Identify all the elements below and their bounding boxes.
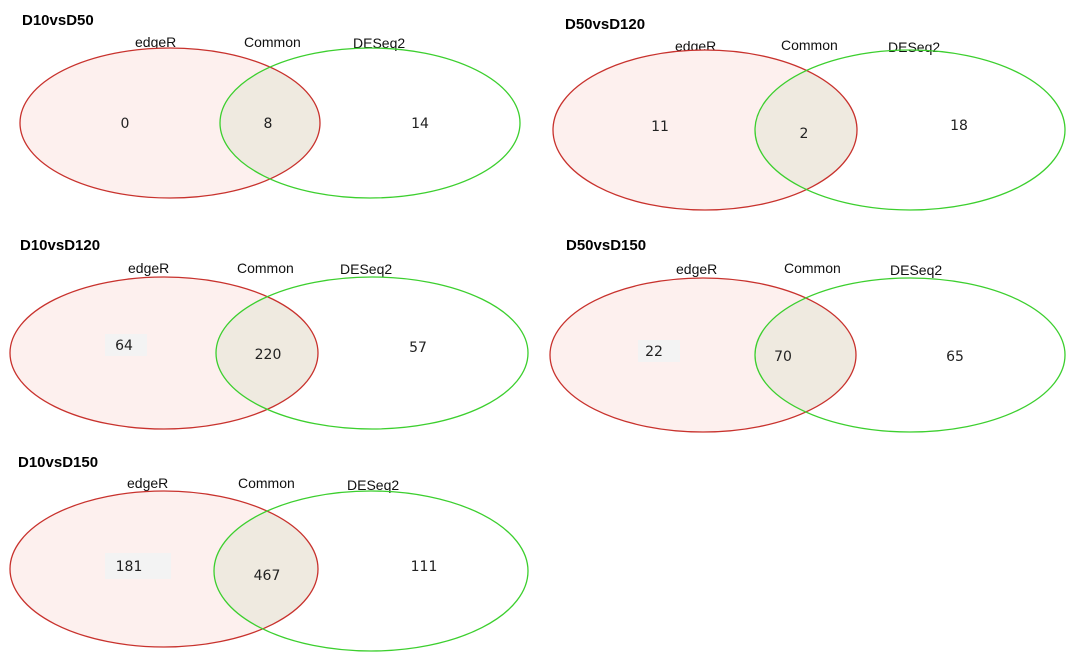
- edger-only-count: 11: [651, 119, 669, 135]
- edger-only-count: 0: [121, 116, 130, 132]
- common-count: 70: [774, 349, 792, 365]
- common-label: Common: [238, 475, 295, 491]
- panel-title: D10vsD120: [20, 237, 101, 254]
- panel-title: D50vsD120: [565, 16, 646, 33]
- venn-d50-d120: D50vsD120 edgeR Common DESeq2 11 2 18: [540, 0, 1067, 211]
- common-label: Common: [244, 34, 301, 50]
- edger-only-count: 22: [645, 344, 663, 360]
- venn-d10-d150: D10vsD150 edgeR Common DESeq2 181 467 11…: [0, 450, 530, 660]
- venn-diagram: 11 2 18: [552, 49, 1066, 211]
- deseq2-only-count: 111: [411, 559, 438, 575]
- edger-label: edgeR: [127, 475, 169, 491]
- edger-label: edgeR: [128, 260, 170, 276]
- deseq2-ellipse: [219, 47, 521, 199]
- deseq2-only-count: 14: [411, 116, 429, 132]
- deseq2-only-count: 18: [950, 118, 968, 134]
- common-label: Common: [237, 260, 294, 276]
- common-count: 8: [264, 116, 273, 132]
- common-count: 220: [255, 347, 282, 363]
- venn-d50-d150: D50vsD150 edgeR Common DESeq2 22 70 65: [540, 222, 1067, 433]
- panel-title: D50vsD150: [566, 237, 647, 254]
- common-label: Common: [781, 37, 838, 53]
- common-count: 2: [800, 126, 809, 142]
- panel-title: D10vsD50: [22, 12, 94, 29]
- venn-diagram: 0 8 14: [19, 47, 521, 199]
- panel-title: D10vsD150: [18, 454, 99, 471]
- deseq2-ellipse: [215, 276, 529, 430]
- overlap-region: [220, 48, 320, 198]
- edger-only-count: 181: [116, 559, 143, 575]
- deseq2-only-count: 57: [409, 340, 427, 356]
- deseq2-label: DESeq2: [890, 262, 943, 278]
- deseq2-ellipse: [754, 277, 1066, 433]
- edger-label: edgeR: [135, 34, 177, 50]
- overlap-region: [216, 277, 318, 429]
- deseq2-label: DESeq2: [353, 35, 406, 51]
- deseq2-label: DESeq2: [340, 261, 393, 277]
- venn-diagram: 22 70 65: [549, 277, 1066, 433]
- deseq2-only-count: 65: [946, 349, 964, 365]
- common-label: Common: [784, 260, 841, 276]
- venn-d10-d50: D10vsD50 edgeR Common DESeq2 0 8 14: [0, 0, 530, 210]
- common-count: 467: [254, 568, 281, 584]
- overlap-region: [755, 50, 857, 210]
- venn-diagram: 64 220 57: [9, 276, 529, 430]
- venn-diagram: 181 467 111: [9, 490, 529, 652]
- deseq2-label: DESeq2: [347, 477, 400, 493]
- edger-only-count: 64: [115, 338, 133, 354]
- overlap-region: [755, 278, 856, 432]
- edger-label: edgeR: [676, 261, 718, 277]
- venn-d10-d120: D10vsD120 edgeR Common DESeq2 64 220 57: [0, 222, 530, 432]
- deseq2-ellipse: [754, 49, 1066, 211]
- overlap-region: [214, 491, 318, 647]
